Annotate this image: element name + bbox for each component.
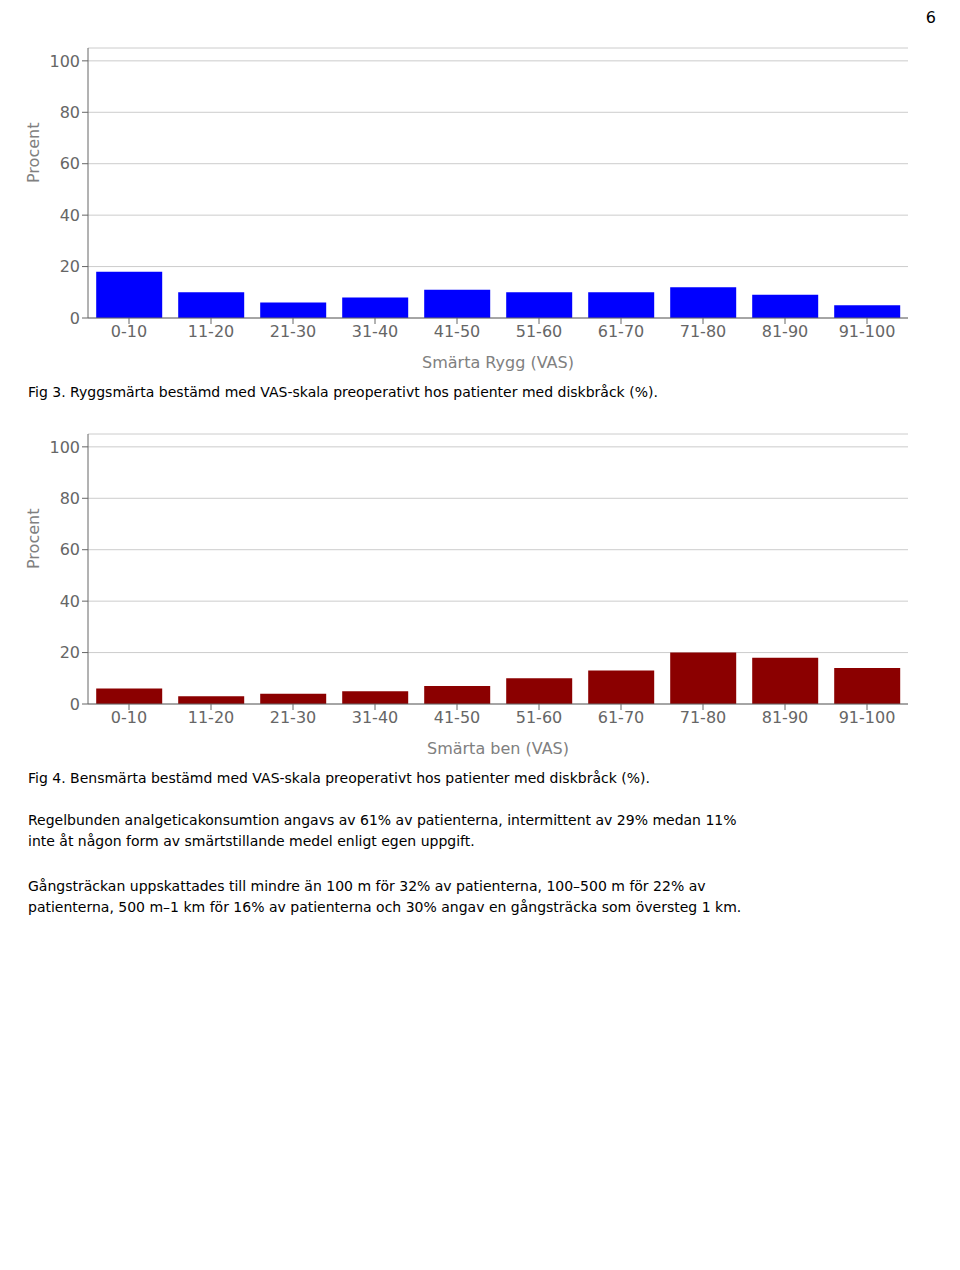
- svg-text:Procent: Procent: [24, 123, 43, 183]
- svg-text:0: 0: [70, 309, 80, 328]
- svg-text:41-50: 41-50: [434, 708, 481, 727]
- html-text:Gångsträckan uppskattades till: Gångsträckan uppskattades till mindre än…: [28, 878, 706, 894]
- svg-text:31-40: 31-40: [352, 322, 399, 341]
- html-text:Fig 4. Bensmärta bestämd med V: Fig 4. Bensmärta bestämd med VAS-skala p…: [28, 770, 650, 786]
- svg-text:91-100: 91-100: [839, 708, 896, 727]
- html-text:inte åt någon form av smärtsti: inte åt någon form av smärtstillande med…: [28, 833, 475, 849]
- svg-text:20: 20: [60, 643, 80, 662]
- html-text:Fig 3. Ryggsmärta bestämd med: Fig 3. Ryggsmärta bestämd med VAS-skala …: [28, 384, 658, 400]
- svg-text:71-80: 71-80: [680, 322, 727, 341]
- svg-text:51-60: 51-60: [516, 708, 563, 727]
- html-text:Regelbunden analgeticakonsumti: Regelbunden analgeticakonsumtion angavs …: [28, 812, 737, 828]
- svg-text:61-70: 61-70: [598, 322, 645, 341]
- svg-text:11-20: 11-20: [188, 322, 235, 341]
- svg-text:Smärta ben (VAS): Smärta ben (VAS): [427, 739, 569, 758]
- svg-text:71-80: 71-80: [680, 708, 727, 727]
- svg-text:60: 60: [60, 540, 80, 559]
- svg-text:81-90: 81-90: [762, 322, 809, 341]
- html-text:6: 6: [925, 8, 936, 27]
- svg-text:51-60: 51-60: [516, 322, 563, 341]
- svg-text:31-40: 31-40: [352, 708, 399, 727]
- svg-text:41-50: 41-50: [434, 322, 481, 341]
- svg-text:80: 80: [60, 489, 80, 508]
- svg-text:0: 0: [70, 695, 80, 714]
- svg-text:91-100: 91-100: [839, 322, 896, 341]
- svg-text:81-90: 81-90: [762, 708, 809, 727]
- svg-text:100: 100: [49, 52, 80, 71]
- svg-text:20: 20: [60, 257, 80, 276]
- svg-text:Smärta Rygg (VAS): Smärta Rygg (VAS): [422, 353, 574, 372]
- svg-text:21-30: 21-30: [270, 708, 317, 727]
- svg-text:11-20: 11-20: [188, 708, 235, 727]
- svg-text:21-30: 21-30: [270, 322, 317, 341]
- html-text:patienterna, 500 m–1 km för 16: patienterna, 500 m–1 km för 16% av patie…: [28, 899, 742, 915]
- svg-text:Procent: Procent: [24, 509, 43, 569]
- svg-text:80: 80: [60, 103, 80, 122]
- svg-text:0-10: 0-10: [111, 322, 147, 341]
- svg-text:40: 40: [60, 206, 80, 225]
- svg-text:40: 40: [60, 592, 80, 611]
- svg-text:100: 100: [49, 438, 80, 457]
- svg-text:61-70: 61-70: [598, 708, 645, 727]
- svg-text:0-10: 0-10: [111, 708, 147, 727]
- svg-text:60: 60: [60, 154, 80, 173]
